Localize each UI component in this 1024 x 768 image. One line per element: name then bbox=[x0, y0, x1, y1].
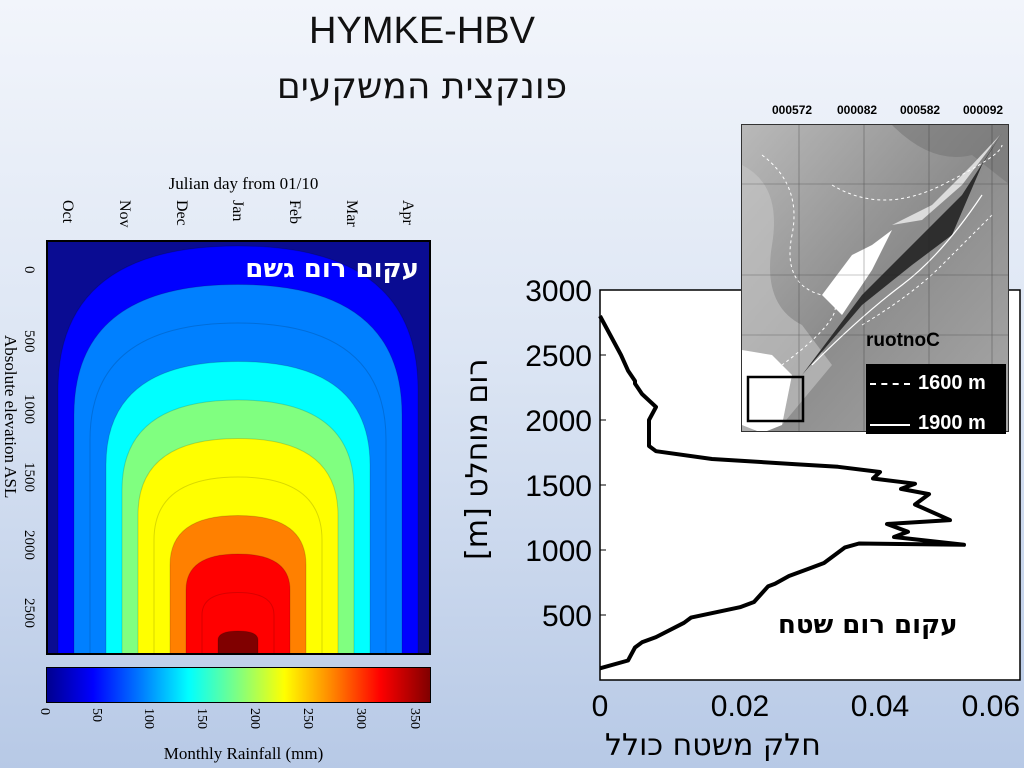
month-tick-oct: Oct bbox=[59, 200, 76, 224]
rainfall-contour-bands bbox=[57, 245, 419, 653]
month-tick-feb: Feb bbox=[286, 200, 303, 224]
month-tick-jan: Jan bbox=[229, 200, 246, 222]
x-tick-label: 0.02 bbox=[711, 690, 769, 723]
map-contour-label: ruotnoC bbox=[866, 330, 940, 351]
elev-tick-2500: 2500 bbox=[21, 598, 37, 628]
hypsometric-x-axis-title: חלק משטח כולל bbox=[605, 728, 821, 763]
colorbar-title: Monthly Rainfall (mm) bbox=[163, 744, 324, 763]
month-tick-nov: Nov bbox=[116, 200, 133, 228]
slide-subtitle: פונקצית המשקעים bbox=[276, 66, 568, 107]
hypsometric-curve bbox=[598, 315, 966, 671]
month-tick-mar: Mar bbox=[343, 200, 360, 227]
y-tick-label: 1500 bbox=[525, 470, 592, 503]
elev-tick-1500: 1500 bbox=[21, 462, 37, 492]
study-area-box bbox=[746, 375, 805, 423]
colorbar-tick: 200 bbox=[247, 708, 262, 729]
colorbar-tick: 0 bbox=[37, 708, 52, 715]
rainfall-contour-plot: עקום רום גשם bbox=[46, 240, 431, 655]
x-tick-label: 0 bbox=[592, 690, 609, 723]
colorbar-tick: 100 bbox=[141, 708, 156, 729]
legend-dashed-line bbox=[870, 383, 910, 385]
y-tick-label: 500 bbox=[542, 600, 592, 633]
x-tick-label: 0.04 bbox=[851, 690, 909, 723]
hypsometric-curve-label: עקום רום שטח bbox=[778, 610, 958, 640]
colorbar-tick: 50 bbox=[89, 708, 104, 722]
map-coordinate: 000082 bbox=[837, 103, 878, 117]
legend-1600-label: 1600 m bbox=[918, 372, 986, 394]
colorbar-tick: 350 bbox=[407, 708, 422, 729]
colorbar-tick: 300 bbox=[353, 708, 368, 729]
colorbar-tick: 150 bbox=[194, 708, 209, 729]
x-tick-label: 0.06 bbox=[962, 690, 1020, 723]
slide-title: HYMKE-HBV bbox=[309, 10, 535, 52]
rain-elevation-curve-label: עקום רום גשם bbox=[245, 254, 419, 284]
y-tick-label: 2000 bbox=[525, 405, 592, 438]
map-coordinate: 000582 bbox=[900, 103, 941, 117]
month-tick-dec: Dec bbox=[173, 200, 190, 226]
y-tick-label: 3000 bbox=[525, 275, 592, 308]
elev-tick-0: 0 bbox=[21, 266, 37, 274]
y-tick-label: 2500 bbox=[525, 340, 592, 373]
hypsometric-y-axis-title: רום מוחלט [m] bbox=[460, 358, 495, 560]
contour-y-axis-title: Absolute elevation ASL bbox=[1, 335, 20, 499]
elev-tick-2000: 2000 bbox=[21, 530, 37, 560]
elev-tick-1000: 1000 bbox=[21, 394, 37, 424]
map-legend bbox=[866, 364, 1006, 434]
map-coordinate: 000572 bbox=[772, 103, 813, 117]
legend-1900-label: 1900 m bbox=[918, 412, 986, 434]
rainfall-colorbar bbox=[46, 667, 431, 703]
month-tick-apr: Apr bbox=[399, 200, 416, 225]
y-tick-label: 1000 bbox=[525, 535, 592, 568]
elev-tick-500: 500 bbox=[21, 330, 37, 353]
map-coordinate: 000092 bbox=[963, 103, 1004, 117]
legend-solid-line bbox=[870, 424, 910, 426]
contour-x-axis-title: Julian day from 01/10 bbox=[168, 174, 319, 193]
contour-band bbox=[217, 630, 259, 653]
colorbar-tick: 250 bbox=[300, 708, 315, 729]
